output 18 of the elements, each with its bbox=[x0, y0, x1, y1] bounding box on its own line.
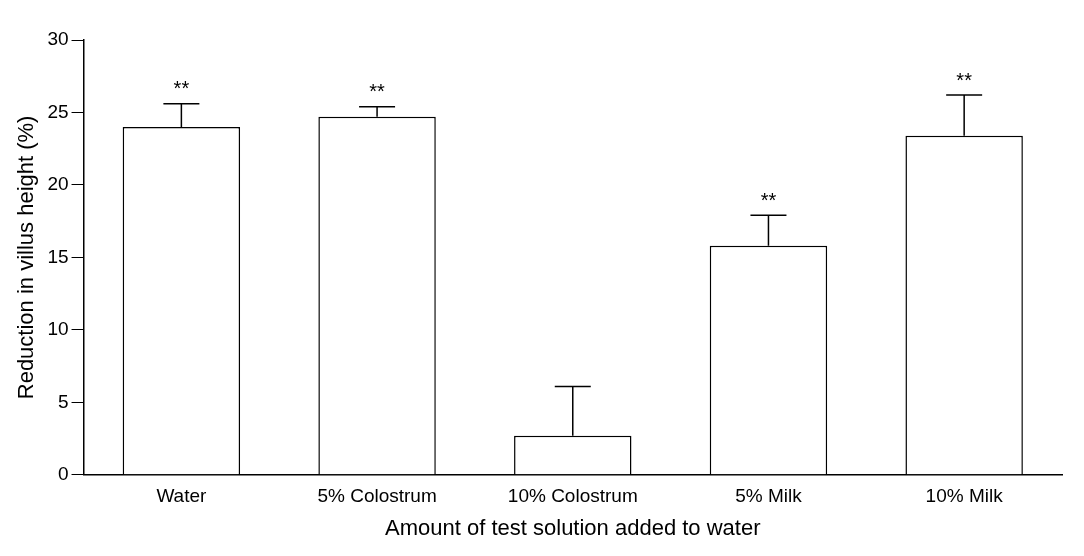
x-tick-label: 5% Milk bbox=[735, 485, 803, 507]
y-tick-label: 0 bbox=[57, 463, 69, 485]
y-tick-label: 15 bbox=[47, 245, 69, 267]
annotation: ** bbox=[956, 68, 973, 91]
x-tick-label: Water bbox=[156, 485, 208, 507]
y-tick-label: 30 bbox=[47, 28, 69, 50]
y-tick-label: 25 bbox=[47, 100, 69, 122]
annotation: ** bbox=[760, 188, 777, 211]
y-axis-title: Reduction in villus height (%) bbox=[13, 115, 39, 400]
x-axis-title: Amount of test solution added to water bbox=[385, 514, 761, 540]
x-tick-label: 10% Milk bbox=[925, 485, 1004, 507]
annotation: ** bbox=[173, 77, 190, 100]
y-tick-label: 20 bbox=[47, 173, 69, 195]
y-tick-label: 10 bbox=[47, 318, 69, 340]
annotation: ** bbox=[369, 80, 386, 103]
x-tick-label: 5% Colostrum bbox=[317, 485, 437, 507]
y-tick-label: 5 bbox=[57, 390, 69, 412]
x-tick-label: 10% Colostrum bbox=[507, 485, 638, 507]
